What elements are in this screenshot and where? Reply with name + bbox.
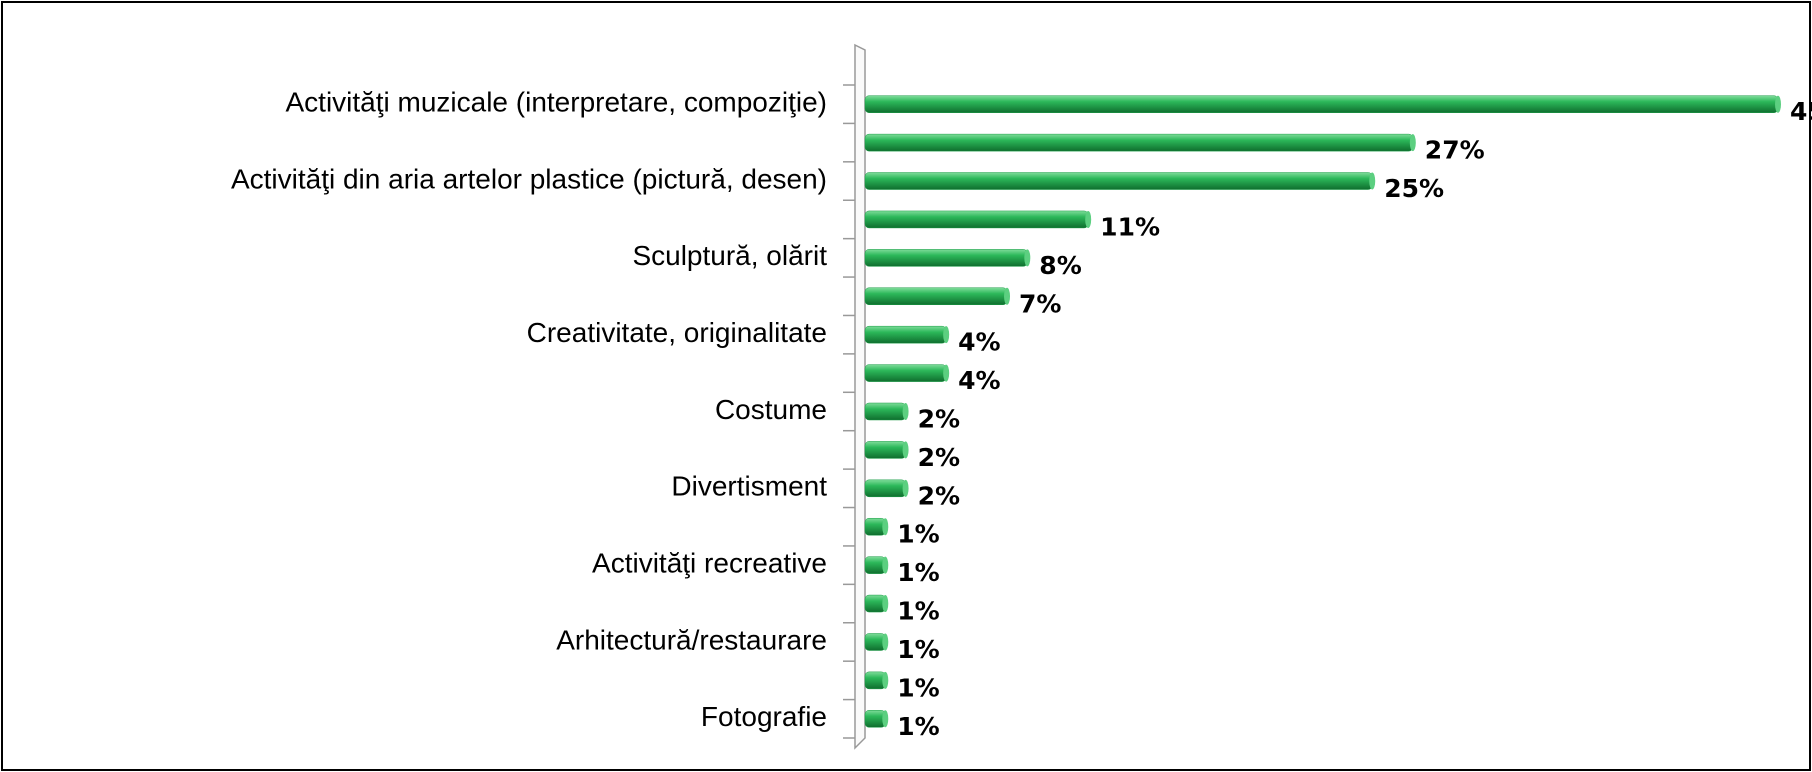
bar-cap (902, 441, 909, 459)
bar-cap (1775, 95, 1781, 113)
bar-cap (943, 364, 950, 382)
value-label: 25% (1384, 174, 1444, 203)
bar (864, 325, 947, 344)
category-label: Fotografie (701, 701, 827, 732)
bar-cap (1369, 172, 1376, 190)
category-label: Costume (715, 394, 827, 425)
bar (864, 441, 906, 459)
value-label: 2% (918, 405, 960, 434)
value-label: 2% (918, 481, 960, 510)
bar-cap (882, 633, 889, 651)
bar-cap (882, 556, 889, 574)
value-label: 1% (897, 520, 939, 549)
bar (864, 249, 1028, 267)
bar (864, 671, 886, 690)
bar-cap (1409, 134, 1416, 152)
category-label: Sculptură, olărit (632, 240, 827, 271)
bar (864, 710, 886, 728)
axis-wall (854, 43, 866, 750)
bar (864, 517, 886, 536)
bar-cap (902, 479, 909, 497)
value-label: 1% (897, 712, 939, 741)
value-label: 8% (1039, 251, 1081, 280)
bar-cap (1004, 287, 1011, 305)
value-label: 11% (1100, 212, 1160, 241)
category-label: Activităţi recreative (592, 548, 827, 579)
category-label: Arhitectură/restaurare (556, 624, 827, 655)
bar-cap (882, 710, 889, 728)
bar (864, 633, 886, 651)
value-label: 4% (958, 328, 1000, 357)
value-label: 27% (1425, 136, 1485, 165)
bar-cap (943, 326, 950, 344)
bar-cap (902, 403, 909, 420)
value-label: 45% (1790, 97, 1812, 126)
bar-cap (882, 595, 889, 613)
bar (864, 210, 1089, 229)
value-label: 1% (897, 597, 939, 626)
bar (864, 556, 886, 574)
bar-cap (1085, 210, 1092, 228)
bar (864, 479, 906, 498)
category-label: Activităţi muzicale (interpretare, compo… (285, 87, 827, 118)
bar-cap (882, 518, 889, 536)
bar-cap (882, 671, 889, 689)
category-label: Divertisment (671, 471, 827, 502)
value-label: 1% (897, 635, 939, 664)
value-label: 7% (1019, 289, 1061, 318)
bar (864, 287, 1008, 306)
value-label: 1% (897, 558, 939, 587)
bar (864, 95, 1779, 113)
value-label: 1% (897, 673, 939, 702)
bar-cap (1024, 249, 1031, 267)
bar (864, 133, 1414, 152)
category-label: Activităţi din aria artelor plastice (pi… (231, 163, 827, 194)
value-label: 4% (958, 366, 1000, 395)
bar (864, 402, 906, 421)
bar (864, 594, 886, 613)
bar (864, 364, 947, 382)
bar (864, 172, 1373, 190)
category-label: Creativitate, originalitate (527, 317, 827, 348)
value-label: 2% (918, 443, 960, 472)
